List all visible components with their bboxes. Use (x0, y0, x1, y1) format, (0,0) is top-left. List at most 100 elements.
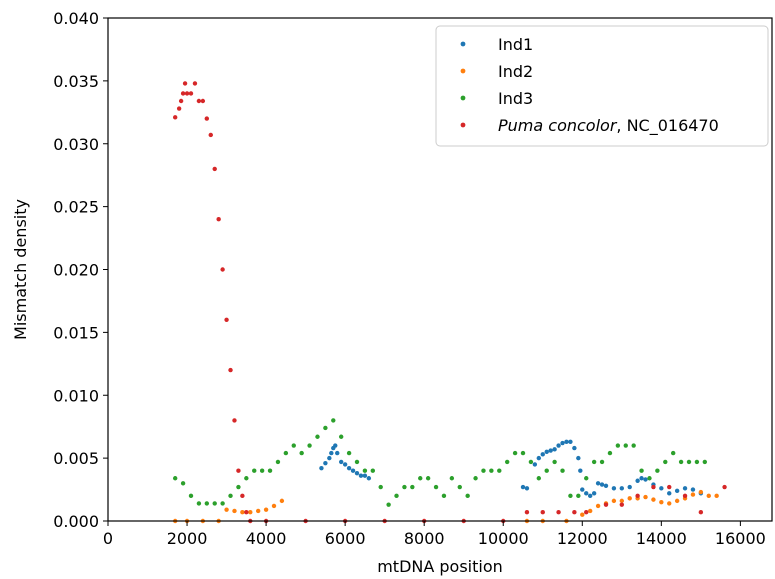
data-point (643, 477, 648, 482)
x-axis-ticks: 0 2000 4000 6000 8000 10000 12000 14000 16000 (103, 521, 766, 548)
data-point (449, 476, 455, 481)
data-point (275, 459, 281, 465)
data-point (667, 484, 672, 490)
data-point (619, 486, 625, 491)
data-point (591, 491, 597, 496)
data-point (532, 462, 538, 467)
y-tick-label: 0.040 (53, 9, 99, 28)
data-point (338, 459, 344, 465)
data-point (279, 498, 285, 504)
data-point (307, 443, 312, 448)
legend-series-name: Puma concolor (498, 116, 618, 135)
data-point (659, 499, 664, 505)
legend-marker (460, 68, 466, 74)
data-point (560, 468, 565, 473)
y-axis-label: Mismatch density (11, 199, 30, 340)
data-point (639, 468, 644, 473)
data-point (176, 106, 182, 111)
data-point (358, 473, 364, 478)
data-point (489, 468, 494, 473)
data-point (528, 459, 534, 465)
data-point (338, 434, 344, 439)
y-tick-label: 0.025 (53, 198, 99, 217)
data-point (331, 418, 336, 423)
y-tick-label: 0.010 (53, 386, 99, 405)
legend-label: Ind2 (498, 62, 533, 81)
y-tick-label: 0.000 (53, 512, 99, 531)
data-point (690, 487, 696, 492)
data-point (497, 468, 502, 473)
data-point (698, 489, 704, 495)
data-point (319, 465, 324, 471)
data-point (350, 468, 356, 473)
data-point (580, 512, 585, 517)
data-point (184, 91, 190, 96)
x-tick-label: 2000 (167, 529, 208, 548)
x-tick-label: 8000 (404, 529, 445, 548)
data-point (576, 493, 581, 499)
data-point (587, 508, 593, 514)
data-point (200, 98, 206, 104)
data-point (323, 460, 328, 466)
data-point (544, 449, 549, 455)
data-point (690, 492, 696, 497)
data-point (643, 494, 648, 500)
y-axis-ticks: 0.000 0.005 0.010 0.015 0.020 0.025 0.030 0.035… (53, 9, 108, 531)
data-point (544, 468, 549, 473)
data-point (722, 484, 727, 490)
data-point (504, 459, 510, 465)
data-point (180, 481, 186, 486)
data-point (255, 508, 261, 514)
data-point (192, 81, 198, 86)
data-point (540, 509, 545, 515)
legend-series-accession: , NC_016470 (616, 116, 718, 136)
data-point (182, 81, 188, 86)
data-point (552, 459, 557, 465)
data-point (267, 468, 273, 473)
data-point (216, 217, 221, 222)
data-point (333, 443, 338, 448)
legend-label: Ind3 (498, 89, 533, 108)
data-point (520, 484, 526, 490)
data-point (465, 493, 470, 499)
data-point (220, 501, 225, 506)
data-point (323, 425, 328, 431)
data-point (572, 445, 577, 451)
data-point (674, 498, 680, 504)
data-point (706, 493, 711, 499)
data-point (580, 487, 585, 492)
data-point (667, 491, 672, 496)
data-point (663, 459, 668, 465)
data-point (473, 476, 478, 481)
data-point (584, 476, 589, 481)
data-point (599, 459, 605, 465)
data-point (252, 468, 257, 473)
data-point (694, 459, 700, 465)
data-point (524, 486, 530, 491)
data-point (578, 468, 583, 473)
data-point (678, 459, 684, 465)
data-point (667, 501, 672, 506)
data-point (196, 98, 202, 104)
data-point (196, 501, 202, 506)
data-point (623, 443, 628, 448)
data-point (481, 468, 486, 473)
data-point (394, 493, 399, 499)
data-point (172, 476, 178, 481)
y-tick-label: 0.035 (53, 72, 99, 91)
data-point (520, 450, 526, 456)
x-tick-label: 12000 (557, 529, 608, 548)
data-point (178, 98, 184, 104)
data-point (635, 493, 640, 499)
legend: Ind1 Ind2 Ind3 Puma concolor, NC_016470 (435, 25, 769, 147)
data-point (556, 509, 561, 515)
y-tick-label: 0.005 (53, 449, 99, 468)
data-point (362, 468, 368, 473)
data-point (370, 468, 376, 473)
data-point (346, 465, 352, 471)
data-point (599, 482, 605, 487)
data-point (236, 484, 241, 490)
data-point (702, 459, 708, 465)
data-point (457, 484, 462, 490)
data-point (346, 450, 352, 456)
